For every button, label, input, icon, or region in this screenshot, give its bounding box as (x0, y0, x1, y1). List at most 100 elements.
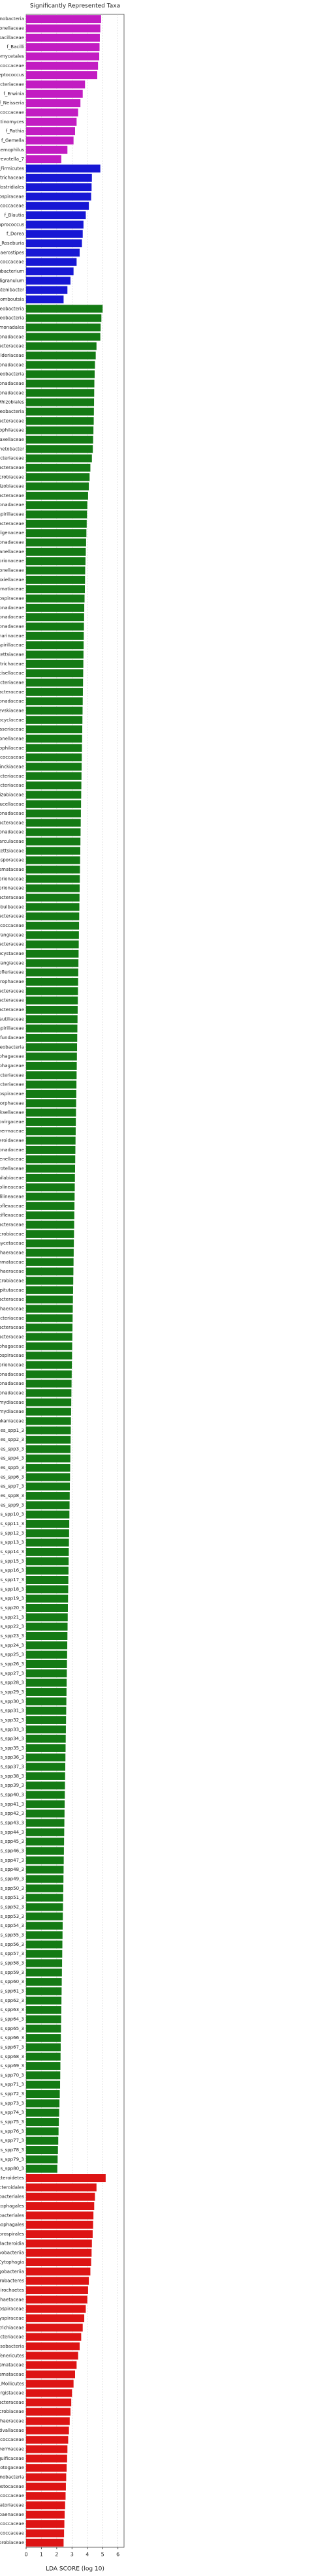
bar (26, 1996, 62, 2005)
bar (26, 267, 74, 276)
y-tick-label: f_Prevotella_7 (0, 157, 24, 162)
bar (26, 650, 84, 659)
bar (26, 1603, 68, 1613)
bar (26, 1183, 75, 1192)
y-tick-label: f_multispecies_spp44_3 (0, 1830, 24, 1835)
bar (26, 52, 100, 61)
bar (26, 2361, 77, 2369)
y-tick-label: f_Enterobacteriaceae (0, 456, 24, 461)
bar (26, 706, 83, 715)
y-tick-label: f_multispecies_spp14_3 (0, 1549, 24, 1554)
y-tick-label: f_Mollicutes (0, 2381, 24, 2386)
bar (26, 2408, 70, 2416)
y-tick-label: f_Roseburia (0, 241, 24, 246)
y-tick-label: f_Gallionellaceae (0, 736, 24, 741)
y-tick-label: f_multispecies_spp71_3 (0, 2082, 24, 2087)
bar (26, 1557, 69, 1566)
bar (26, 603, 85, 612)
bar (26, 716, 83, 724)
y-tick-label: f_multispecies_spp75_3 (0, 2119, 24, 2125)
y-tick-label: f_Lactobacillaceae (0, 35, 24, 40)
y-tick-label: f_Rhodothermaceae (0, 1129, 24, 1134)
y-tick-label: f_Leptospiraceae (0, 2307, 24, 2312)
bar (26, 2239, 92, 2248)
y-tick-label: f_multispecies_spp7_3 (0, 1484, 24, 1489)
y-tick-label: f_multispecies_spp57_3 (0, 1951, 24, 1956)
bar (26, 547, 86, 556)
bar (26, 529, 87, 538)
bar (26, 2417, 70, 2425)
y-tick-label: f_multispecies_spp13_3 (0, 1540, 24, 1545)
y-tick-label: f_Actinomycetales (0, 53, 24, 59)
bar (26, 342, 97, 350)
bar (26, 108, 78, 117)
bar (26, 1613, 68, 1622)
bar (26, 1735, 66, 1743)
y-tick-label: f_Mycoplasmataceae (0, 2363, 24, 2368)
y-tick-label: f_Nitrospiraceae (0, 1353, 24, 1358)
y-tick-label: f_Caldilineaceae (0, 1194, 24, 1200)
bar (26, 1155, 76, 1164)
bar (26, 1884, 63, 1892)
bar (26, 2538, 64, 2547)
y-tick-label: f_Erysipelotrichaceae (0, 175, 24, 181)
bar (26, 1117, 76, 1126)
bar (26, 996, 78, 1005)
y-tick-label: f_Isosphaeraceae (0, 1269, 24, 1274)
y-tick-label: f_Tenericutes (0, 2353, 24, 2358)
bar (26, 1324, 73, 1332)
bar (26, 819, 81, 827)
y-tick-label: f_multispecies_spp63_3 (0, 2007, 24, 2012)
y-tick-label: f_Sulfurospirillaceae (0, 1026, 24, 1031)
y-tick-label: f_Burkholderiaceae (0, 353, 24, 358)
y-tick-label: f_multispecies_spp9_3 (0, 1502, 24, 1508)
y-tick-label: f_Fimbriimonadaceae (0, 1390, 24, 1395)
bar (26, 463, 91, 472)
bar (26, 510, 87, 519)
y-tick-label: f_Helicobacteraceae (0, 1007, 24, 1012)
y-tick-label: f_Opitutaceae (0, 1288, 24, 1293)
y-tick-label: f_multispecies_spp46_3 (0, 1849, 24, 1854)
y-tick-label: f_Chromatiaceae (0, 586, 24, 592)
bar (26, 1370, 72, 1378)
y-tick-label: f_Bacteroidia (0, 2241, 24, 2246)
y-tick-label: f_Cytophagaceae (0, 1063, 24, 1068)
y-tick-label: f_Prochlorococcaceae (0, 2531, 24, 2536)
y-tick-label: f_Pedosphaeraceae (0, 1306, 24, 1311)
bar (26, 949, 79, 958)
bar (26, 1015, 78, 1023)
bar (26, 884, 80, 892)
y-tick-label: f_Anaerostipes (0, 250, 24, 255)
bar (26, 2267, 91, 2276)
y-tick-label: f_Thermodesulfovibrionaceae (0, 1362, 24, 1367)
bar (26, 501, 87, 509)
bar (26, 2389, 72, 2397)
y-tick-label: f_Chlamydiaceae (0, 1400, 24, 1405)
y-tick-label: f_multispecies_spp3_3 (0, 1446, 24, 1451)
bar (26, 1220, 74, 1229)
y-tick-label: f_Synergistaceae (0, 2391, 24, 2396)
y-tick-label: f_Thiotrichaceae (0, 661, 24, 667)
bar (26, 2333, 82, 2341)
y-tick-label: f_multispecies_spp24_3 (0, 1643, 24, 1648)
bar (26, 89, 83, 98)
y-tick-label: f_Alphaproteobacteria (0, 409, 24, 414)
y-tick-label: f_Idiomarinaceae (0, 633, 24, 639)
bar (26, 1706, 67, 1715)
bar (26, 1249, 74, 1257)
y-tick-label: f_multispecies_spp20_3 (0, 1605, 24, 1611)
y-tick-label: f_multispecies_spp45_3 (0, 1839, 24, 1844)
y-tick-label: f_Xanthomonadaceae (0, 381, 24, 386)
y-tick-label: f_Peptostreptococcaceae (0, 260, 24, 265)
y-tick-label: f_multispecies_spp50_3 (0, 1886, 24, 1891)
bar (26, 1089, 76, 1098)
bar (26, 1342, 72, 1350)
bar (26, 1192, 75, 1201)
bar (26, 1810, 65, 1818)
bar (26, 781, 82, 790)
y-tick-label: f_Thermotogaceae (0, 2465, 24, 2470)
y-tick-label: f_multispecies_spp5_3 (0, 1465, 24, 1470)
y-tick-label: f_Phycisphaeraceae (0, 1250, 24, 1256)
bar (26, 1520, 70, 1528)
bar (26, 1389, 72, 1397)
